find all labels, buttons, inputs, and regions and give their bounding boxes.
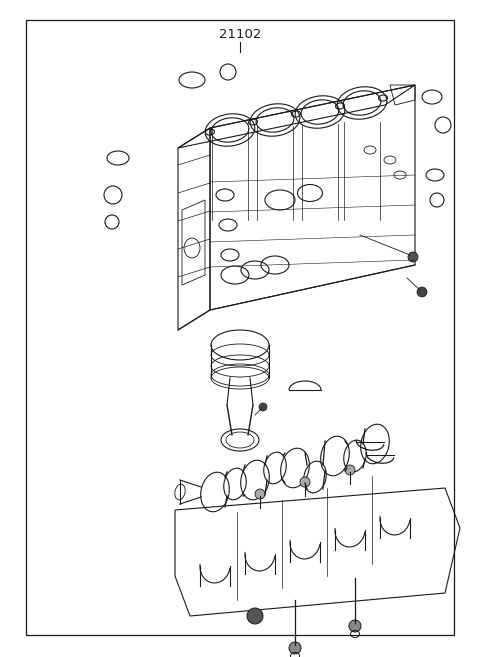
Circle shape (349, 620, 361, 632)
Circle shape (408, 252, 418, 262)
Circle shape (247, 608, 263, 624)
Circle shape (300, 477, 310, 487)
Circle shape (345, 465, 355, 475)
Text: 21102: 21102 (219, 28, 261, 41)
Circle shape (259, 403, 267, 411)
Circle shape (289, 642, 301, 654)
Circle shape (417, 287, 427, 297)
Bar (26, 20, 454, 635)
Circle shape (255, 489, 265, 499)
